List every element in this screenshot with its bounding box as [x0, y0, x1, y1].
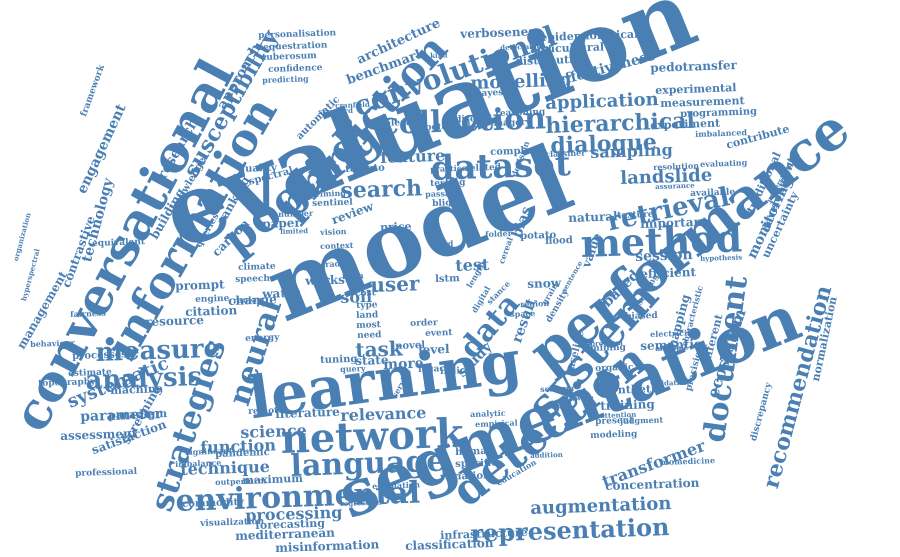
- cloud-word-processes: processes: [71, 349, 127, 362]
- cloud-word-science: science: [239, 420, 308, 442]
- cloud-word-estimation: estimation: [371, 479, 421, 491]
- cloud-word-remote: remote: [247, 405, 285, 417]
- cloud-word-framework: framework: [79, 63, 108, 119]
- cloud-word-order: order: [409, 318, 438, 329]
- cloud-word-professional: professional: [74, 466, 138, 479]
- cloud-word-important: important: [639, 214, 708, 231]
- cloud-word-sampling: sampling: [589, 140, 674, 162]
- cloud-word-query: query: [339, 363, 366, 374]
- cloud-word-space: space: [509, 308, 536, 319]
- cloud-word-bayesian: bayesian: [474, 87, 520, 99]
- cloud-word-behaviour: behaviour: [29, 337, 76, 349]
- cloud-word-resource: resource: [144, 312, 205, 329]
- cloud-word-organization: organization: [11, 211, 33, 263]
- cloud-word-application: application: [544, 89, 659, 114]
- cloud-word-software: software: [559, 392, 594, 403]
- cloud-word-multiple: multiple: [654, 342, 689, 353]
- cloud-word-specific: specific: [454, 457, 498, 470]
- cloud-word-addition: addition: [529, 449, 563, 460]
- cloud-word-lstm: lstm: [434, 273, 460, 285]
- cloud-word-misinformation: misinformation: [274, 537, 380, 555]
- cloud-word-imagery: imagery: [489, 117, 532, 129]
- cloud-word-blight: blight: [431, 197, 463, 209]
- cloud-word-hyperspectral: hyperspectral: [19, 247, 42, 303]
- cloud-word-detectable: detectable: [499, 41, 542, 52]
- cloud-word-prompt: prompt: [174, 277, 225, 293]
- cloud-word-relevance: relevance: [339, 402, 427, 425]
- cloud-word-related: related: [464, 162, 502, 174]
- cloud-word-analytic: analytic: [469, 407, 506, 419]
- cloud-word-number: number: [277, 207, 314, 219]
- cloud-word-tuberosum: tuberosum: [261, 51, 317, 63]
- cloud-word-session: session: [634, 246, 693, 265]
- cloud-word-organic: organic: [594, 362, 634, 374]
- cloud-word-biased: biased: [624, 310, 658, 322]
- cloud-word-need: need: [356, 330, 382, 341]
- cloud-word-selection: selection: [379, 117, 426, 129]
- cloud-word-practice: practice: [429, 162, 467, 174]
- cloud-word-fixed: fixed: [431, 238, 454, 249]
- cloud-word-ranker: ranker: [232, 293, 264, 305]
- cloud-word-price: price: [379, 219, 412, 234]
- cloud-word-classifier: classifier: [544, 147, 586, 159]
- cloud-word-augmentation: augmentation: [529, 493, 672, 519]
- cloud-word-imbalanced: imbalanced: [694, 127, 748, 139]
- cloud-word-infrastructure: infrastructure: [439, 525, 528, 542]
- cloud-word-available: available: [689, 187, 736, 199]
- cloud-word-human: human: [454, 445, 495, 458]
- cloud-word-attention: attention: [599, 409, 637, 420]
- cloud-word-verboseness: verboseness: [459, 24, 542, 41]
- cloud-word-regression: regression: [339, 497, 382, 508]
- cloud-word-outperform: outperform: [214, 475, 267, 487]
- cloud-word-climate: climate: [237, 261, 276, 273]
- cloud-word-complex: complex: [489, 145, 537, 158]
- cloud-word-flood: flood: [544, 235, 573, 247]
- cloud-word-predicting: predicting: [261, 73, 309, 85]
- cloud-word-radar: radar: [324, 258, 350, 269]
- cloud-word-energy: energy: [244, 332, 280, 344]
- cloud-word-modeling: modeling: [589, 429, 638, 441]
- cloud-word-limited: limited: [279, 226, 309, 236]
- cloud-word-natural: natural: [567, 209, 618, 225]
- cloud-word-commodity: commodity: [181, 496, 245, 510]
- cloud-word-works: works: [304, 272, 346, 288]
- cloud-word-kind: kind: [429, 50, 448, 60]
- cloud-word-speech: speech: [234, 273, 271, 285]
- cloud-word-problem: problem: [589, 337, 623, 348]
- cloud-word-concentration: concentration: [604, 475, 700, 493]
- cloud-word-event: event: [424, 328, 453, 339]
- cloud-word-hypothesis: hypothesis: [699, 252, 743, 263]
- cloud-word-cranfield: cranfield: [334, 99, 370, 110]
- cloud-word-passage: passage: [424, 187, 461, 199]
- cloud-word-novel: novel: [394, 339, 426, 352]
- cloud-word-folder: folder: [484, 228, 513, 239]
- cloud-word-evaluating: evaluating: [699, 157, 748, 169]
- cloud-word-empirical: empirical: [474, 417, 518, 429]
- cloud-word-pandemic: pandemic: [214, 447, 270, 460]
- cloud-word-resolution: resolution: [652, 160, 700, 172]
- cloud-word-legacy: legacy: [417, 363, 451, 375]
- cloud-word-equivalent: equivalent: [91, 237, 146, 249]
- cloud-word-literature: literature: [274, 404, 341, 421]
- cloud-word-personalisation: personalisation: [257, 28, 337, 41]
- cloud-word-tomato: tomato: [344, 162, 385, 175]
- cloud-word-cost: cost: [354, 288, 377, 299]
- cloud-word-potential: potential: [424, 121, 471, 133]
- cloud-word-user: user: [369, 271, 420, 297]
- cloud-word-sentinel: sentinel: [311, 197, 353, 209]
- cloud-word-assurance: assurance: [654, 180, 695, 191]
- cloud-word-context: context: [319, 239, 354, 251]
- cloud-word-term: term: [341, 270, 364, 281]
- cloud-word-pedotransfer: pedotransfer: [649, 57, 738, 75]
- cloud-word-schema: schema: [539, 382, 575, 394]
- cloud-word-validation: validation: [649, 377, 690, 388]
- cloud-word-distribution: distribution: [514, 52, 589, 68]
- cloud-word-variation: variation: [439, 470, 491, 483]
- cloud-word-fairness: fairness: [69, 307, 107, 319]
- cloud-word-priming: priming: [309, 187, 347, 199]
- cloud-word-vision: vision: [319, 226, 347, 237]
- cloud-word-biomedicine: biomedicine: [659, 455, 716, 467]
